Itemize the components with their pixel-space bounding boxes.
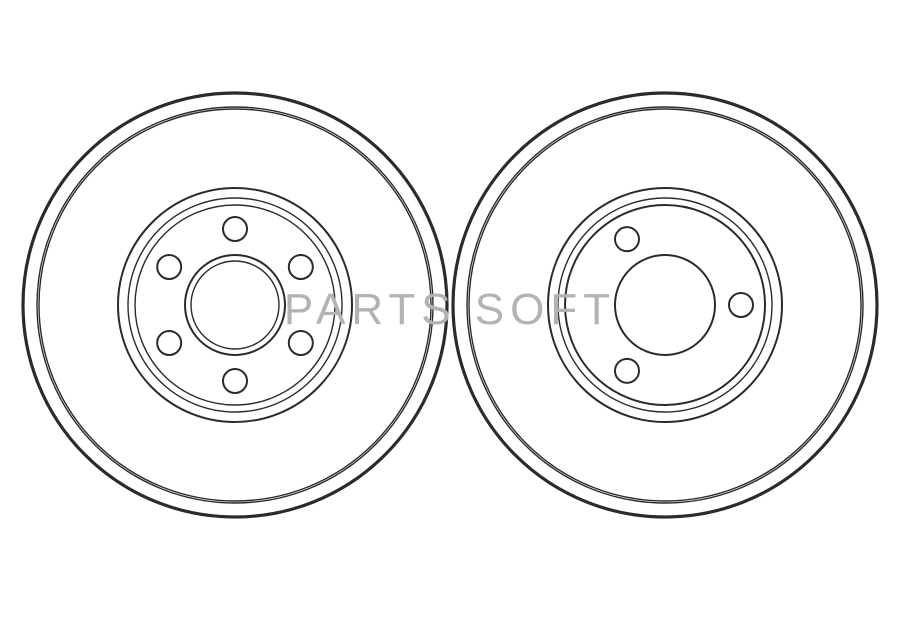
bolt-hole: [615, 227, 639, 251]
left-hub-inner: [191, 261, 279, 349]
bolt-hole: [729, 293, 753, 317]
right-hub-bore: [615, 255, 715, 355]
bolt-hole: [223, 217, 247, 241]
left-hub-bore: [185, 255, 285, 355]
bolt-hole: [289, 255, 313, 279]
watermark-text: PARTS SOFT: [284, 285, 616, 335]
bolt-hole: [157, 331, 181, 355]
right-bolt-holes: [615, 227, 753, 383]
bolt-hole: [615, 359, 639, 383]
bolt-hole: [157, 255, 181, 279]
bolt-hole: [223, 369, 247, 393]
